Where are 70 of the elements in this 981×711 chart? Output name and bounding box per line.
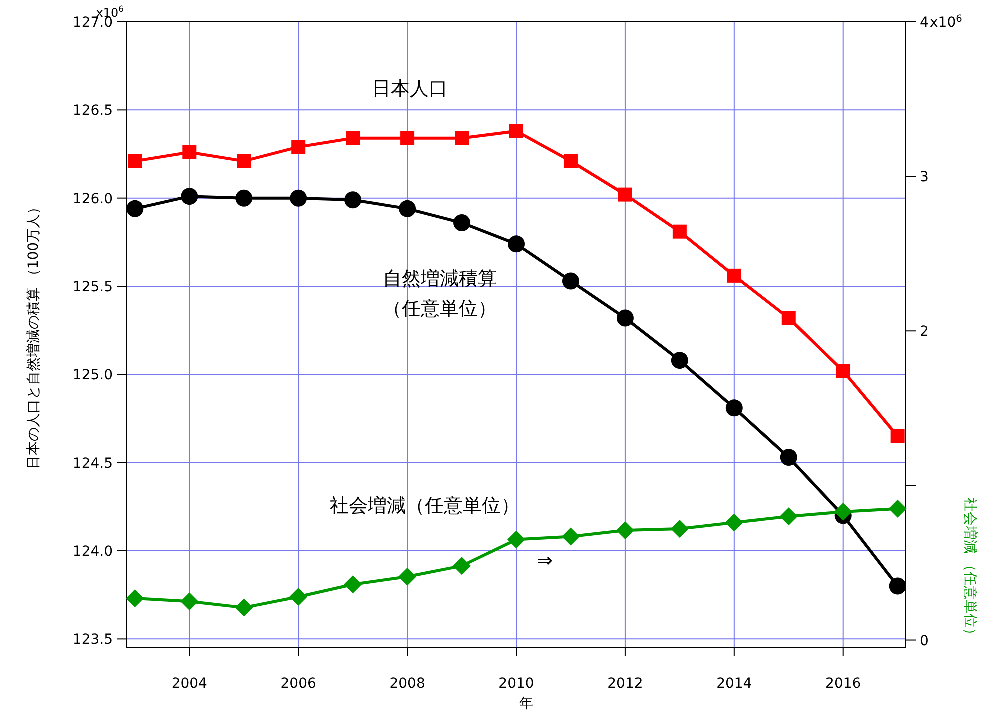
point [182, 145, 197, 160]
point [889, 578, 906, 595]
point [564, 154, 578, 168]
x-tick-label: 2016 [826, 676, 862, 692]
point [672, 224, 687, 239]
point [780, 508, 798, 526]
point [836, 364, 850, 378]
text: x10$^{6}$ [930, 14, 962, 31]
point [455, 131, 470, 146]
point [510, 124, 524, 138]
point [508, 236, 525, 253]
point [834, 502, 852, 521]
x-tick-label: 2010 [498, 676, 534, 692]
point [616, 522, 634, 540]
point [562, 272, 580, 290]
point [398, 568, 417, 586]
series-label: 社会増減（任意単位） [330, 495, 520, 517]
y-tick-label: 124.5 [72, 456, 113, 472]
point [237, 154, 252, 168]
point [727, 268, 742, 283]
point [780, 449, 798, 466]
point [346, 131, 360, 146]
x-tick-label: 2004 [172, 676, 208, 692]
point [562, 528, 580, 546]
point [725, 514, 744, 532]
annotation: ⇒ [537, 551, 553, 572]
x-tick-label: 2006 [280, 676, 316, 692]
series-label: 自然増減積算（任意単位） [383, 268, 497, 320]
y2-tick-label: 0 [920, 633, 929, 650]
y-tick-label: 124.0 [72, 544, 113, 560]
point [782, 311, 796, 326]
point [454, 214, 471, 232]
point [126, 200, 144, 218]
point [399, 200, 416, 218]
point [236, 190, 253, 207]
point [180, 592, 199, 611]
x-tick-label: 2008 [390, 676, 426, 692]
y2-tick-label: 2 [920, 324, 929, 340]
point [671, 352, 688, 370]
y-tick-label: 126.5 [72, 103, 113, 120]
point [344, 192, 362, 209]
point [292, 140, 306, 154]
point [235, 598, 254, 617]
point [181, 188, 198, 206]
y-tick-label: 123.5 [72, 632, 113, 648]
point [344, 576, 362, 594]
y2-tick-label: 3 [920, 170, 929, 186]
x-tick-label: 2014 [716, 676, 752, 692]
y-tick-label: 125.5 [72, 280, 113, 296]
point [508, 530, 526, 549]
point [290, 588, 308, 606]
point [128, 154, 142, 168]
point [453, 557, 472, 576]
x-axis-title: 年 [520, 696, 534, 711]
y-axis-title: 日本の人口と自然増減の積算 （100万人） [25, 200, 42, 470]
point [888, 500, 907, 518]
point [670, 520, 689, 538]
x-tick-label: 2012 [608, 676, 644, 692]
y-tick-label: 126.0 [72, 191, 113, 208]
y2-tick-label: 4 [920, 15, 929, 31]
y2-axis-title: 社会増減 （任意単位） [962, 498, 979, 642]
point [290, 190, 308, 207]
point [616, 310, 634, 327]
point [126, 590, 144, 608]
series-label: 日本人口 [372, 79, 448, 100]
y-tick-label: 125.0 [72, 368, 113, 384]
point [890, 429, 905, 444]
point [726, 400, 743, 417]
point [618, 188, 632, 202]
point [400, 131, 415, 146]
